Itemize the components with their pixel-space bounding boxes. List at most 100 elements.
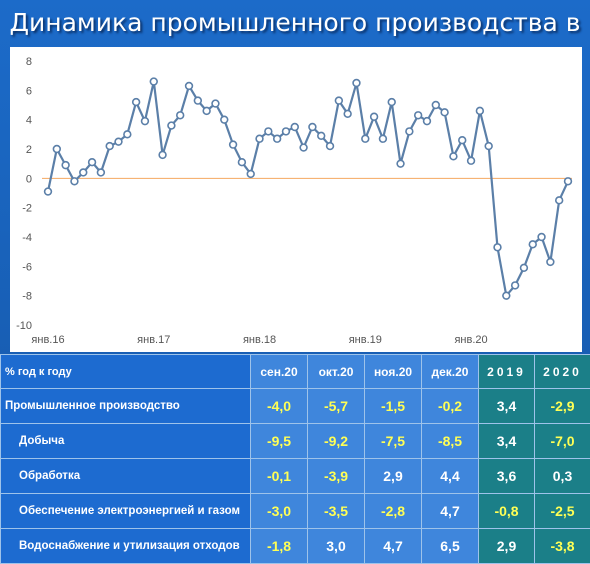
header-cell: ноя.20 bbox=[365, 355, 422, 389]
data-point bbox=[353, 80, 360, 87]
table-cell: -8,5 bbox=[422, 424, 479, 459]
table-cell: 0,3 bbox=[535, 459, 590, 494]
data-point bbox=[238, 159, 245, 166]
table-row: Добыча -9,5 -9,2 -7,5 -8,5 3,4 -7,0 bbox=[1, 424, 590, 459]
table-cell: 3,4 bbox=[479, 389, 535, 424]
y-tick-label: -6 bbox=[22, 261, 32, 273]
table-cell: 4,7 bbox=[365, 529, 422, 564]
row-label: Промышленное производство bbox=[1, 389, 251, 424]
table-cell: 3,4 bbox=[479, 424, 535, 459]
x-tick-label: янв.16 bbox=[31, 334, 64, 346]
data-point bbox=[62, 162, 69, 169]
table-cell: -7,0 bbox=[535, 424, 590, 459]
data-point bbox=[327, 143, 334, 150]
row-label: Обработка bbox=[1, 459, 251, 494]
table-cell: -9,5 bbox=[251, 424, 308, 459]
data-point bbox=[397, 160, 404, 167]
data-point bbox=[247, 171, 254, 178]
y-tick-label: -8 bbox=[22, 291, 32, 303]
y-tick-label: 0 bbox=[26, 173, 32, 185]
table-cell: -9,2 bbox=[308, 424, 365, 459]
data-point bbox=[203, 107, 210, 114]
data-point bbox=[388, 99, 395, 106]
header-cell: сен.20 bbox=[251, 355, 308, 389]
y-tick-label: -10 bbox=[16, 320, 32, 332]
y-tick-label: 4 bbox=[26, 115, 32, 127]
data-point bbox=[459, 137, 466, 144]
data-point bbox=[71, 178, 78, 185]
table-cell: -1,5 bbox=[365, 389, 422, 424]
data-point bbox=[150, 78, 157, 85]
data-point bbox=[565, 178, 572, 185]
x-tick-label: янв.18 bbox=[243, 334, 276, 346]
table-cell: 6,5 bbox=[422, 529, 479, 564]
table-cell: 3,6 bbox=[479, 459, 535, 494]
data-point bbox=[380, 135, 387, 142]
data-point bbox=[529, 241, 536, 248]
y-tick-label: 2 bbox=[26, 144, 32, 156]
table-cell: -7,5 bbox=[365, 424, 422, 459]
x-tick-label: янв.20 bbox=[454, 334, 487, 346]
data-point bbox=[547, 259, 554, 266]
data-point bbox=[494, 244, 501, 251]
data-point bbox=[230, 141, 237, 148]
row-label: Водоснабжение и утилизация отходов bbox=[1, 529, 251, 564]
table-row: Обеспечение электроэнергией и газом -3,0… bbox=[1, 494, 590, 529]
header-cell: окт.20 bbox=[308, 355, 365, 389]
table-cell: -0,1 bbox=[251, 459, 308, 494]
y-tick-label: -4 bbox=[22, 232, 32, 244]
data-point bbox=[300, 144, 307, 151]
data-point bbox=[168, 122, 175, 129]
table-row: Обработка -0,1 -3,9 2,9 4,4 3,6 0,3 bbox=[1, 459, 590, 494]
data-point bbox=[265, 128, 272, 135]
table-cell: 2,9 bbox=[479, 529, 535, 564]
table-cell: -4,0 bbox=[251, 389, 308, 424]
page-title: Динамика промышленного производства в РФ bbox=[0, 0, 590, 46]
data-point bbox=[124, 131, 131, 138]
data-point bbox=[115, 138, 122, 145]
header-cell: % год к году bbox=[1, 355, 251, 389]
table-cell: 2,9 bbox=[365, 459, 422, 494]
table-cell: -5,7 bbox=[308, 389, 365, 424]
y-tick-label: 6 bbox=[26, 85, 32, 97]
data-point bbox=[212, 100, 219, 107]
data-point bbox=[142, 118, 149, 125]
row-label: Добыча bbox=[1, 424, 251, 459]
data-point bbox=[283, 128, 290, 135]
header-cell: дек.20 bbox=[422, 355, 479, 389]
row-label: Обеспечение электроэнергией и газом bbox=[1, 494, 251, 529]
data-point bbox=[80, 169, 87, 176]
data-point bbox=[556, 197, 563, 204]
table-cell: -3,5 bbox=[308, 494, 365, 529]
data-point bbox=[97, 169, 104, 176]
production-table: % год к году сен.20 окт.20 ноя.20 дек.20… bbox=[0, 354, 590, 564]
x-tick-label: янв.19 bbox=[349, 334, 382, 346]
table-cell: -2,9 bbox=[535, 389, 590, 424]
data-point bbox=[274, 135, 281, 142]
table-cell: -1,8 bbox=[251, 529, 308, 564]
y-tick-label: -2 bbox=[22, 203, 32, 215]
data-point bbox=[318, 132, 325, 139]
table-cell: -0,8 bbox=[479, 494, 535, 529]
data-point bbox=[89, 159, 96, 166]
data-point bbox=[53, 146, 60, 153]
series-line bbox=[48, 82, 568, 296]
data-point bbox=[194, 97, 201, 104]
data-point bbox=[159, 151, 166, 158]
data-point bbox=[309, 124, 316, 131]
y-tick-label: 8 bbox=[26, 56, 32, 68]
table-cell: -3,0 bbox=[251, 494, 308, 529]
table-row: Промышленное производство -4,0 -5,7 -1,5… bbox=[1, 389, 590, 424]
table-cell: -0,2 bbox=[422, 389, 479, 424]
data-point bbox=[424, 118, 431, 125]
table-row: Водоснабжение и утилизация отходов -1,8 … bbox=[1, 529, 590, 564]
data-point bbox=[291, 124, 298, 131]
table-cell: 3,0 bbox=[308, 529, 365, 564]
data-point bbox=[485, 143, 492, 150]
data-point bbox=[468, 157, 475, 164]
table-cell: -2,8 bbox=[365, 494, 422, 529]
table-header-row: % год к году сен.20 окт.20 ноя.20 дек.20… bbox=[1, 355, 590, 389]
